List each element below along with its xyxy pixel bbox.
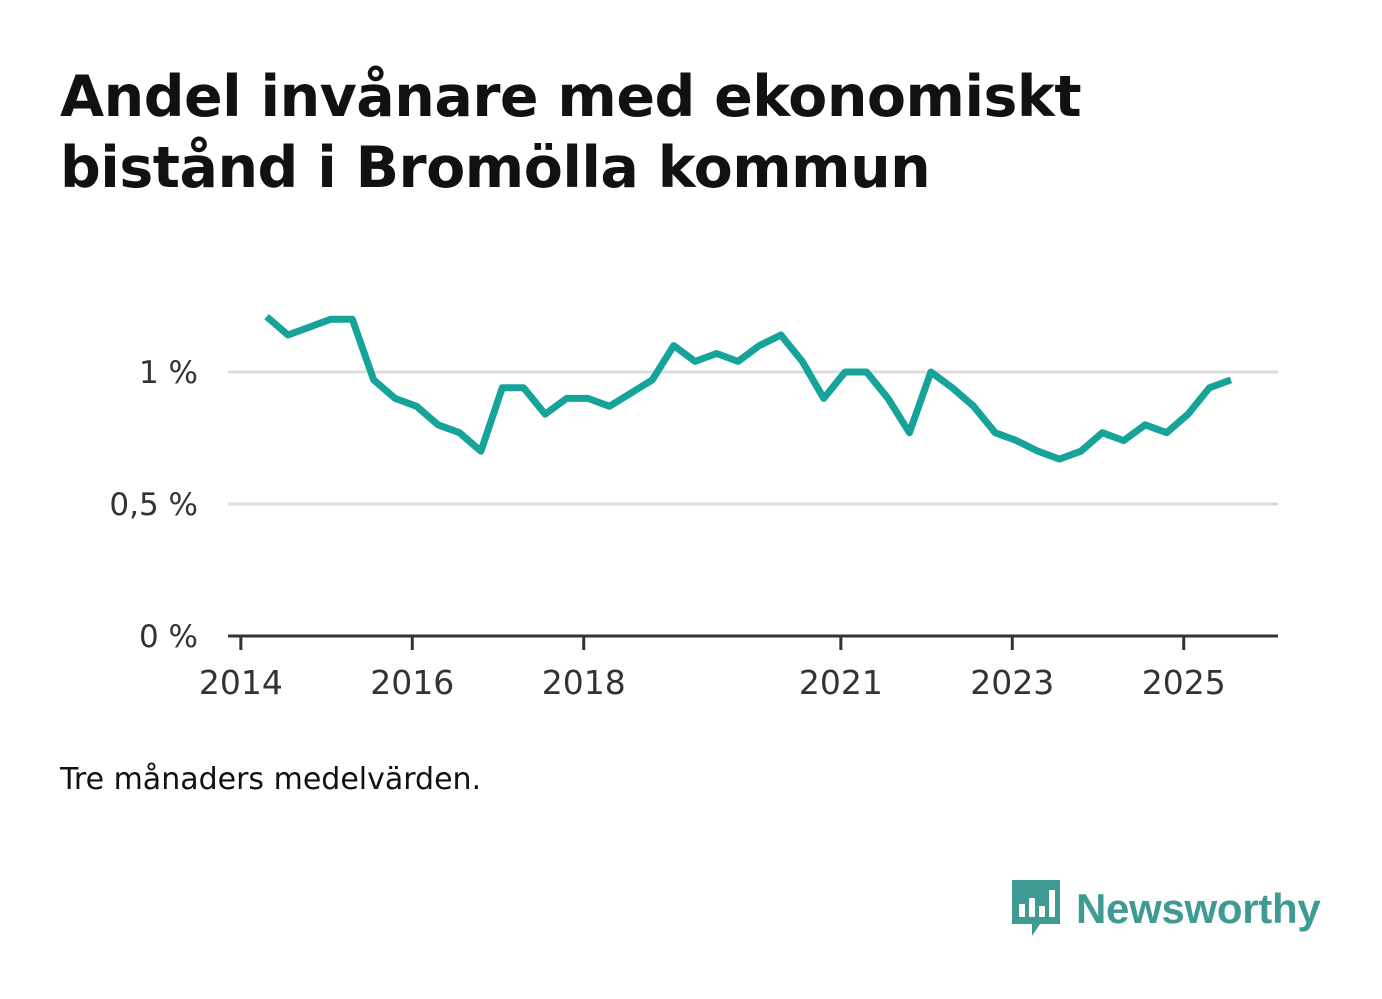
x-tick-label: 2021 bbox=[799, 663, 883, 702]
chart-title-line-1: Andel invånare med ekonomiskt bbox=[60, 64, 1082, 130]
x-axis: 2014 2016 2018 2021 2023 2025 bbox=[199, 634, 1278, 702]
grid-lines bbox=[228, 370, 1278, 506]
brand-logo[interactable]: Newsworthy bbox=[1010, 878, 1321, 940]
brand-name: Newsworthy bbox=[1076, 885, 1321, 932]
bar-chart-speech-bubble-icon bbox=[1012, 880, 1060, 936]
x-tick-label: 2018 bbox=[542, 663, 626, 702]
x-tick-label: 2023 bbox=[970, 663, 1054, 702]
chart-note: Tre månaders medelvärden. bbox=[60, 762, 482, 797]
x-tick-label: 2014 bbox=[199, 663, 283, 702]
chart-title-line-2: bistånd i Bromölla kommun bbox=[60, 135, 931, 201]
x-tick-label: 2016 bbox=[370, 663, 454, 702]
series-layer bbox=[264, 313, 1233, 463]
line-chart: 0 % 0,5 % 1 % 2014 2016 2018 2021 2023 2025 bbox=[109, 313, 1278, 702]
y-tick-label: 0 % bbox=[139, 619, 198, 655]
y-tick-label: 1 % bbox=[139, 355, 198, 391]
y-tick-label: 0,5 % bbox=[109, 487, 198, 523]
series-line bbox=[264, 313, 1233, 463]
chart-title: Andel invånare med ekonomiskt bistånd i … bbox=[60, 62, 1260, 204]
x-tick-label: 2025 bbox=[1142, 663, 1226, 702]
y-axis-tick-labels: 0 % 0,5 % 1 % bbox=[109, 355, 198, 655]
